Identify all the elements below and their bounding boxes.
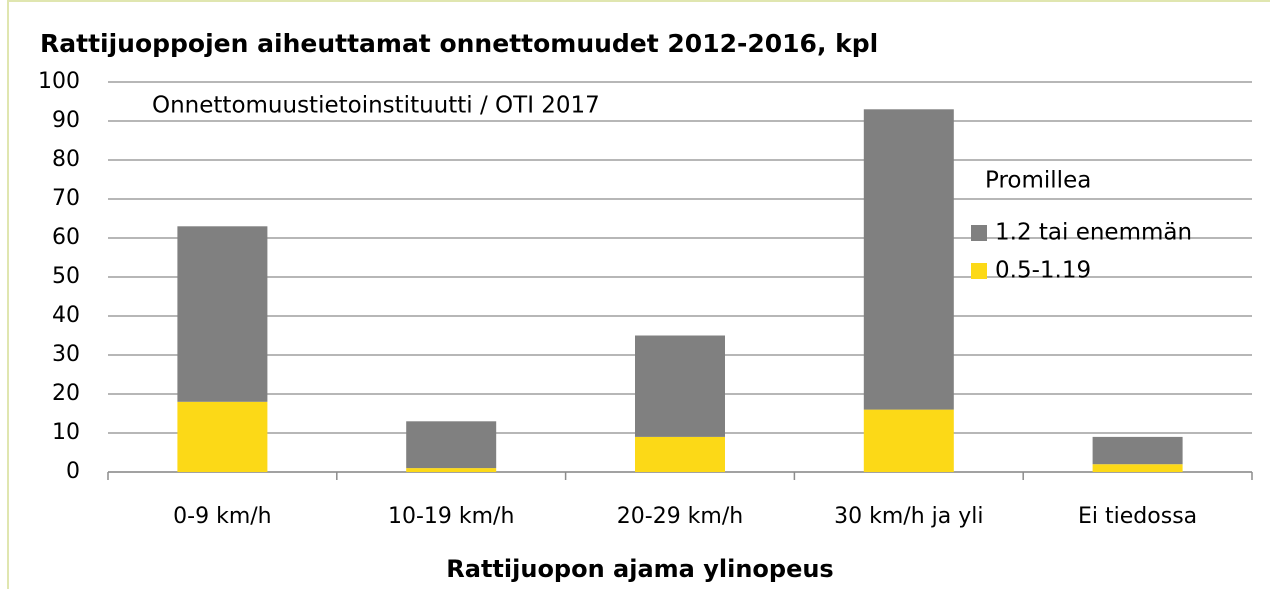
bar-segment xyxy=(177,226,268,402)
legend-title: Promillea xyxy=(985,168,1091,194)
y-tick-label: 80 xyxy=(52,147,80,172)
bar-segment xyxy=(863,109,954,410)
bar-segment xyxy=(863,409,954,472)
x-tick-label: 10-19 km/h xyxy=(388,504,514,529)
y-tick-label: 90 xyxy=(52,108,80,133)
y-tick-label: 50 xyxy=(52,264,80,289)
y-tick-label: 20 xyxy=(52,381,80,406)
y-tick-label: 60 xyxy=(52,225,80,250)
x-tick-label: 20-29 km/h xyxy=(617,504,743,529)
x-axis-title: Rattijuopon ajama ylinopeus xyxy=(446,555,833,583)
x-tick-label: Ei tiedossa xyxy=(1078,504,1197,529)
bar-segment xyxy=(406,421,497,469)
bar-segment xyxy=(406,468,497,472)
y-tick-label: 70 xyxy=(52,186,80,211)
x-tick-label: 30 km/h ja yli xyxy=(834,504,983,529)
bar-segment xyxy=(177,401,268,472)
bar-segment xyxy=(1092,464,1183,472)
y-tick-label: 0 xyxy=(66,459,80,484)
bar-segment xyxy=(635,335,725,437)
legend-swatch xyxy=(971,225,987,241)
legend-label: 1.2 tai enemmän xyxy=(995,220,1192,246)
y-tick-label: 10 xyxy=(52,420,80,445)
annotation: Onnettomuustietoinstituutti / OTI 2017 xyxy=(152,93,600,119)
chart-title: Rattijuoppojen aiheuttamat onnettomuudet… xyxy=(40,29,878,58)
bar-segment xyxy=(1092,436,1183,465)
x-tick-label: 0-9 km/h xyxy=(173,504,271,529)
y-tick-label: 100 xyxy=(38,69,80,94)
y-tick-label: 40 xyxy=(52,303,80,328)
bar-segment xyxy=(635,436,725,472)
y-tick-label: 30 xyxy=(52,342,80,367)
legend-swatch xyxy=(971,263,987,279)
legend-label: 0.5-1.19 xyxy=(995,258,1091,284)
